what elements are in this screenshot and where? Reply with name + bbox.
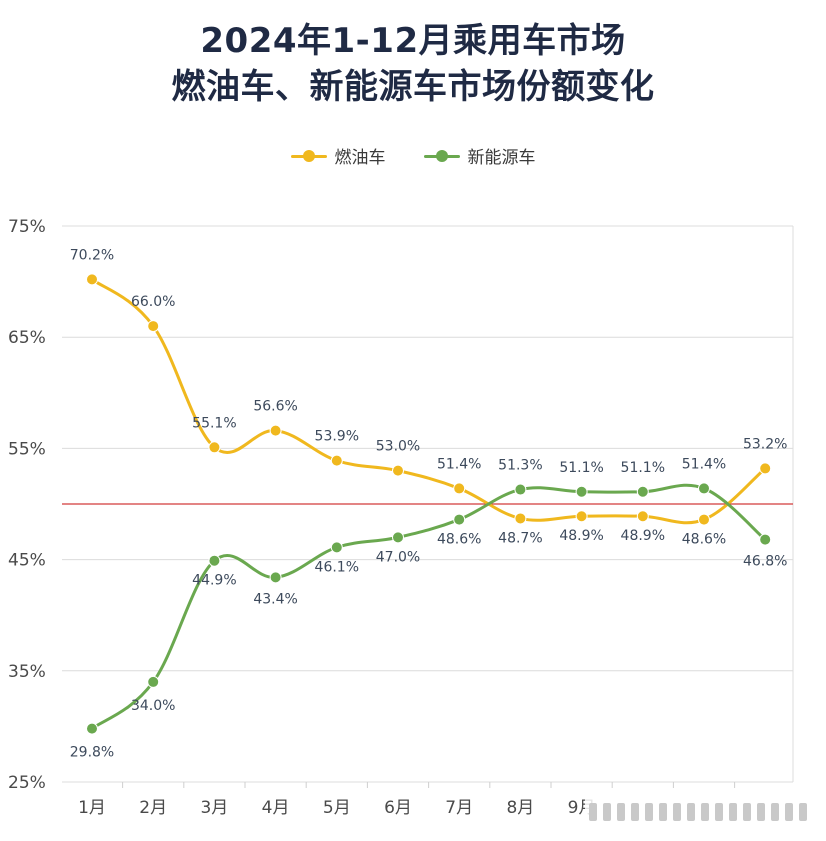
y-tick-label: 55%: [8, 439, 46, 459]
data-label-fuel: 66.0%: [131, 294, 175, 310]
data-label-nev: 43.4%: [253, 591, 297, 607]
data-point-nev[interactable]: [453, 513, 466, 526]
data-label-nev: 51.4%: [682, 456, 726, 472]
data-label-fuel: 48.6%: [682, 532, 726, 548]
y-tick-label: 75%: [8, 217, 46, 237]
chart-legend: 燃油车 新能源车: [0, 143, 826, 168]
data-label-nev: 34.0%: [131, 698, 175, 714]
data-label-fuel: 48.9%: [559, 528, 603, 544]
data-point-fuel[interactable]: [514, 512, 527, 525]
data-point-nev[interactable]: [698, 482, 710, 495]
data-point-fuel[interactable]: [636, 510, 649, 523]
data-point-fuel[interactable]: [330, 454, 343, 467]
data-label-fuel: 70.2%: [70, 247, 114, 263]
data-label-nev: 44.9%: [192, 573, 236, 589]
data-point-nev[interactable]: [330, 541, 343, 554]
x-tick-label: 1月: [78, 798, 106, 818]
x-tick-label: 4月: [262, 798, 290, 818]
data-label-nev: 51.1%: [621, 460, 665, 476]
series-line-fuel: [90, 277, 767, 525]
data-point-nev[interactable]: [575, 485, 588, 498]
chart-title-line-2: 燃油车、新能源车市场份额变化: [171, 67, 655, 107]
legend-swatch-nev: [423, 149, 460, 162]
data-label-fuel: 53.0%: [376, 439, 420, 455]
data-label-fuel: 56.6%: [253, 399, 297, 415]
legend-swatch-fuel: [290, 149, 327, 162]
data-label-fuel: 53.9%: [315, 429, 359, 445]
data-label-nev: 46.1%: [315, 559, 359, 575]
data-point-fuel[interactable]: [392, 464, 404, 477]
chart-title: 2024年1-12月乘用车市场 燃油车、新能源车市场份额变化: [0, 18, 826, 110]
legend-dot-nev: [435, 149, 448, 162]
x-tick-label: 2月: [139, 798, 167, 818]
data-point-nev[interactable]: [514, 483, 527, 496]
chart-title-line-1: 2024年1-12月乘用车市场: [200, 21, 626, 61]
data-point-fuel[interactable]: [86, 273, 98, 286]
legend-label-fuel: 燃油车: [334, 148, 386, 168]
data-label-nev: 47.0%: [376, 549, 420, 565]
data-point-nev[interactable]: [86, 722, 98, 735]
data-point-fuel[interactable]: [759, 462, 772, 475]
data-label-nev: 46.8%: [743, 554, 787, 570]
series-line-nev: [90, 483, 767, 731]
data-point-fuel[interactable]: [269, 424, 282, 437]
data-label-fuel: 53.2%: [743, 436, 787, 452]
x-tick-label: 3月: [200, 798, 228, 818]
data-label-nev: 51.1%: [559, 460, 603, 476]
data-label-fuel: 55.1%: [192, 415, 236, 431]
x-tick-label: 5月: [323, 798, 351, 818]
data-point-fuel[interactable]: [453, 482, 466, 495]
y-tick-label: 35%: [8, 662, 46, 682]
data-point-nev[interactable]: [759, 533, 772, 546]
x-tick-label: 6月: [384, 798, 412, 818]
data-label-nev: 29.8%: [70, 745, 114, 761]
data-point-nev[interactable]: [392, 531, 404, 544]
data-point-fuel[interactable]: [208, 441, 221, 454]
legend-item-nev[interactable]: 新能源车: [423, 143, 536, 168]
data-label-nev: 51.3%: [498, 458, 542, 474]
x-tick-label: 7月: [445, 798, 473, 818]
data-point-fuel[interactable]: [575, 510, 588, 523]
watermark-logo: [585, 799, 815, 825]
data-point-nev[interactable]: [147, 675, 160, 688]
x-tick-label: 8月: [506, 798, 534, 818]
data-label-fuel: 48.7%: [498, 530, 542, 546]
y-tick-label: 65%: [8, 328, 46, 348]
y-tick-label: 25%: [8, 773, 46, 793]
data-point-nev[interactable]: [636, 485, 649, 498]
legend-label-nev: 新能源车: [467, 148, 536, 168]
data-label-nev: 48.6%: [437, 532, 481, 548]
legend-item-fuel[interactable]: 燃油车: [290, 143, 386, 168]
data-label-fuel: 48.9%: [621, 528, 665, 544]
y-tick-label: 45%: [8, 551, 46, 571]
data-point-nev[interactable]: [208, 554, 221, 567]
legend-dot-fuel: [302, 149, 315, 162]
data-point-fuel[interactable]: [147, 320, 160, 333]
data-point-fuel[interactable]: [698, 513, 710, 526]
data-point-nev[interactable]: [269, 571, 282, 584]
data-label-fuel: 51.4%: [437, 456, 481, 472]
